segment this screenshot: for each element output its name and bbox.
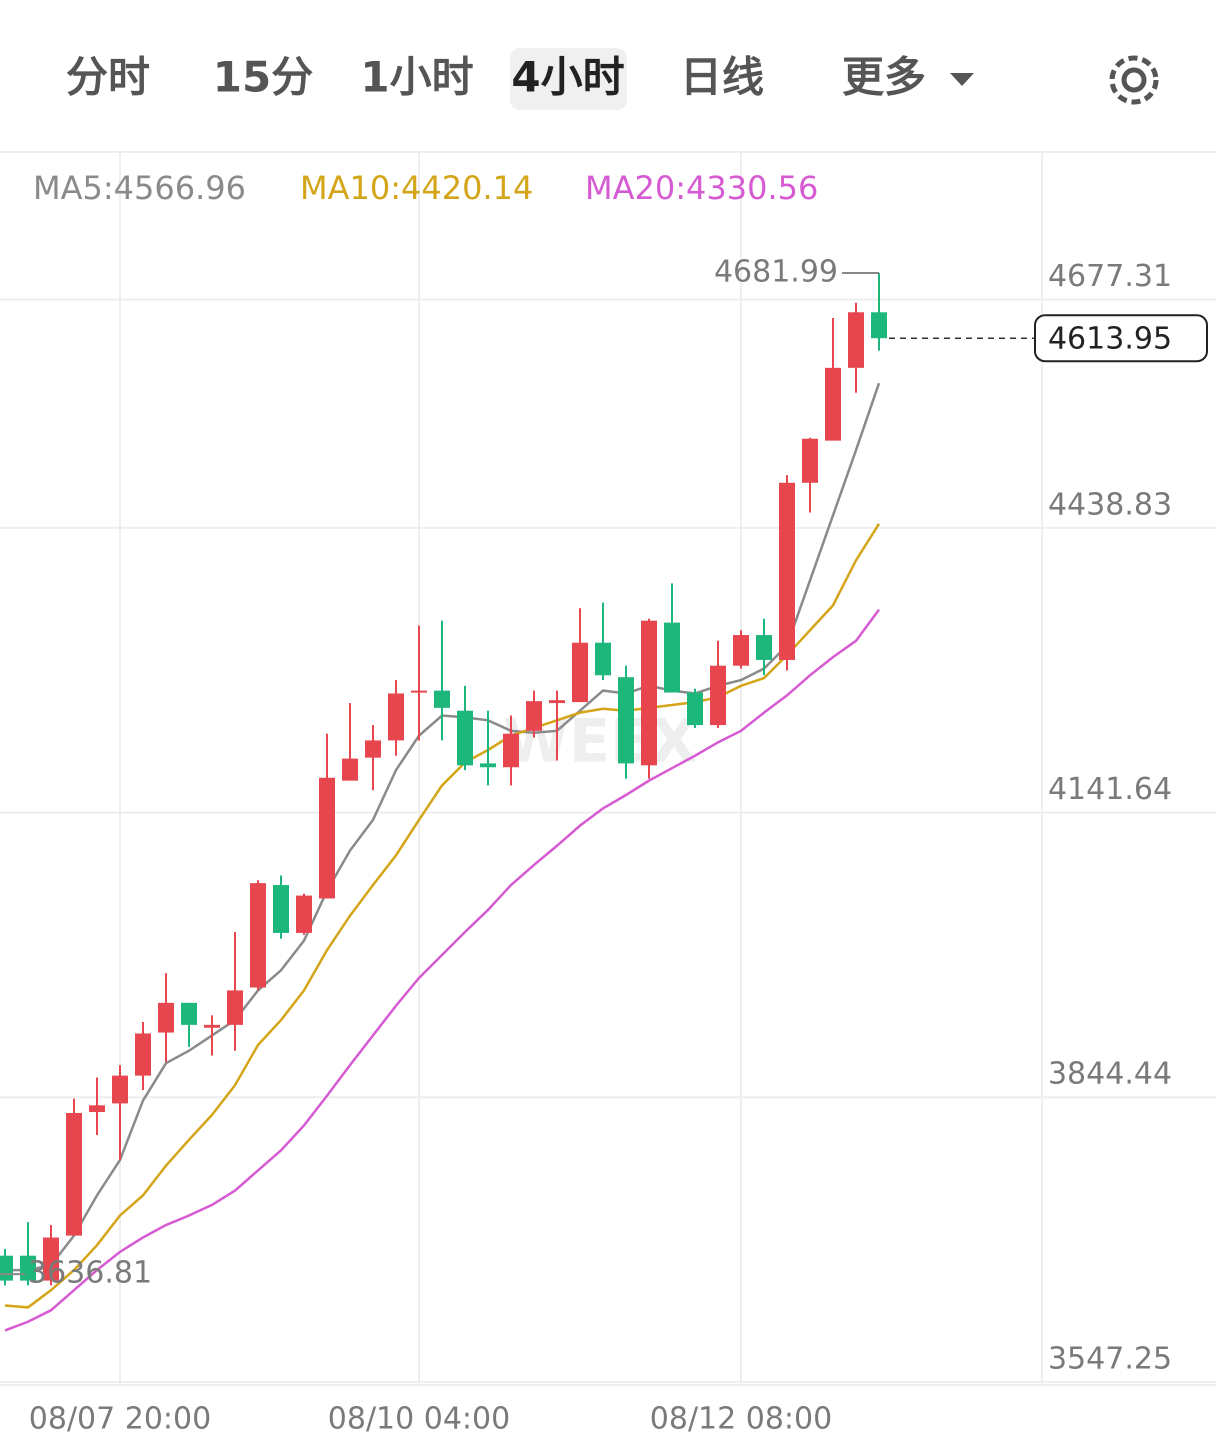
candle-body — [250, 883, 266, 988]
last-price-box — [1034, 314, 1208, 363]
active-tab-bg — [510, 48, 627, 110]
max-label: 4681.99 — [714, 255, 838, 290]
candle-body — [273, 885, 289, 933]
candle-body — [848, 312, 864, 368]
ma-line — [5, 382, 881, 1272]
candle-body — [595, 642, 611, 676]
dropdown-arrow[interactable] — [950, 73, 974, 86]
candle-body — [43, 1237, 59, 1281]
tab[interactable]: 15分 — [213, 53, 313, 102]
candle-body — [388, 693, 404, 741]
tab[interactable]: 4小时 — [511, 53, 624, 102]
candle-body — [549, 700, 565, 704]
candle-body — [296, 895, 312, 933]
min-label: 3636.81 — [28, 1256, 152, 1291]
candle-body — [526, 701, 542, 731]
tab[interactable]: 1小时 — [360, 53, 473, 102]
candle-body — [434, 690, 450, 708]
candle-body — [756, 635, 772, 660]
tab[interactable]: 日线 — [680, 53, 764, 102]
candle-body — [411, 690, 427, 693]
candle-body — [158, 1002, 174, 1033]
candle-body — [181, 1002, 197, 1025]
legend-entry: MA5:4566.96 — [33, 169, 246, 207]
candle-body — [825, 367, 841, 441]
candle-body — [572, 642, 588, 703]
candle-body — [687, 692, 703, 726]
y-tick-label: 3547.25 — [1048, 1341, 1172, 1376]
candle-body — [66, 1112, 82, 1236]
candle-body — [204, 1024, 220, 1028]
legend-entry: MA20:4330.56 — [585, 169, 818, 207]
candle-body — [342, 758, 358, 781]
settings-icon[interactable] — [1109, 55, 1159, 105]
candle-body — [802, 438, 818, 483]
ma-line — [4, 608, 881, 1332]
last-price-label: 4613.95 — [1048, 322, 1172, 357]
candle-body — [89, 1105, 105, 1113]
candle-body — [365, 740, 381, 758]
candle-body — [618, 677, 634, 764]
legend-entry: MA10:4420.14 — [300, 169, 533, 207]
candle-body — [641, 620, 657, 766]
candle-body — [457, 710, 473, 766]
ma-line — [4, 523, 881, 1309]
candle-body — [779, 482, 795, 660]
candle-body — [871, 312, 887, 339]
candle-body — [227, 990, 243, 1025]
candle-body — [733, 635, 749, 666]
tab[interactable]: 分时 — [66, 53, 150, 102]
x-tick-label: 08/12 08:00 — [650, 1402, 832, 1437]
y-tick-label: 4438.83 — [1048, 487, 1172, 522]
candle-body — [319, 777, 335, 899]
y-tick-label: 4677.31 — [1048, 259, 1172, 294]
x-tick-label: 08/07 20:00 — [29, 1402, 211, 1437]
candle-body — [0, 1255, 13, 1281]
y-tick-label: 3844.44 — [1048, 1057, 1172, 1092]
candle-body — [503, 733, 519, 768]
candle-body — [710, 665, 726, 726]
candle-body — [480, 763, 496, 768]
candle-body — [112, 1075, 128, 1104]
x-tick-label: 08/10 04:00 — [328, 1402, 510, 1437]
candle-body — [135, 1033, 151, 1076]
tab[interactable]: 更多 — [842, 53, 926, 102]
candle-body — [664, 622, 680, 693]
y-tick-label: 4141.64 — [1048, 772, 1172, 807]
